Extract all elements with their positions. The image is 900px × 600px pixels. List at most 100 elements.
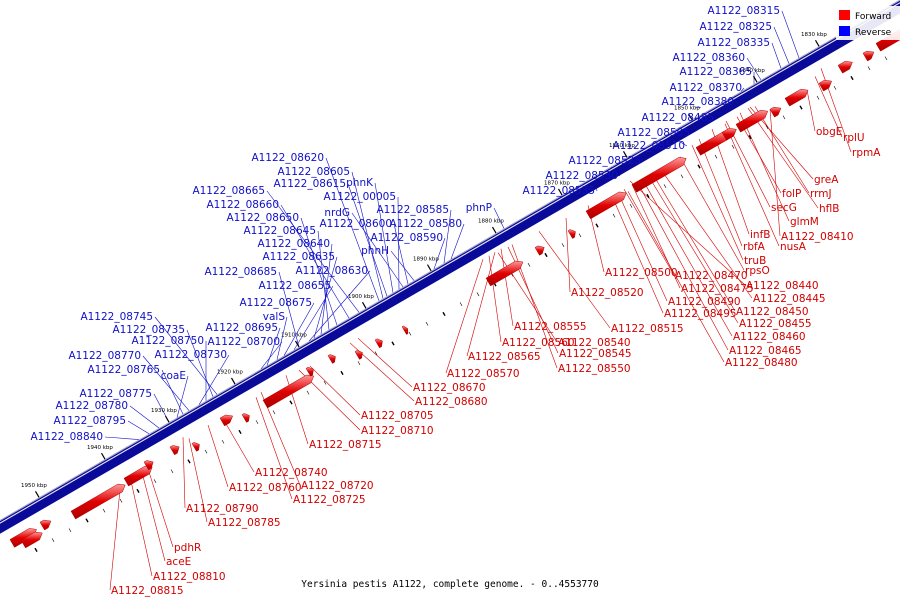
band-stripe — [133, 448, 141, 453]
axis-tick — [491, 226, 497, 234]
reverse-leader-line — [493, 207, 505, 229]
axis-tick-label: 1930 kbp — [151, 408, 177, 414]
band-stripe — [613, 170, 621, 175]
forward-leader-line — [691, 145, 744, 261]
forward-leader-line — [647, 175, 739, 324]
band-stripe — [355, 319, 363, 324]
axis-tick — [557, 188, 563, 196]
band-stripe — [547, 208, 555, 213]
band-stripe — [259, 375, 267, 380]
reverse-gene-label: A1122_08315 — [707, 5, 780, 17]
forward-gene-label: A1122_08760 — [229, 482, 302, 494]
reverse-leader-line — [450, 223, 465, 260]
forward-leader-line — [637, 183, 729, 351]
axis-tick — [814, 39, 820, 47]
forward-gene-label: A1122_08520 — [571, 287, 644, 299]
band-stripe — [703, 118, 711, 123]
reverse-leader-line — [433, 237, 446, 270]
band-stripe — [829, 45, 837, 50]
reverse-gene-label: A1122_08525 — [568, 155, 641, 167]
minor-tick — [408, 331, 412, 336]
band-stripe — [151, 437, 159, 442]
band-stripe — [643, 153, 651, 158]
axis-tick-label: 1860 kbp — [609, 143, 635, 149]
band-stripe — [583, 187, 591, 193]
forward-gene-label: A1122_08470 — [675, 270, 748, 282]
forward-leader-line — [130, 481, 153, 577]
axis-tick — [100, 452, 106, 460]
reverse-leader-line — [374, 182, 394, 293]
reverse-labels: A1122_08315 A1122_08325 A1122_08335 A1122_0… — [30, 5, 780, 443]
band-stripe — [523, 222, 531, 227]
forward-gene-arrow — [401, 325, 409, 335]
forward-gene-label: glmM — [790, 216, 819, 228]
minor-tick — [884, 56, 888, 61]
axis-tick-label: 1920 kbp — [217, 370, 243, 376]
axis-tick — [34, 490, 40, 498]
forward-leader-line — [617, 192, 668, 302]
forward-gene-label: rplU — [843, 132, 865, 144]
band-stripe — [109, 462, 117, 467]
band-stripe — [163, 430, 171, 435]
forward-leader-line — [627, 191, 725, 363]
band-stripe — [697, 122, 705, 127]
band-stripe — [205, 406, 213, 411]
reverse-leader-line — [280, 204, 350, 319]
reverse-gene-label: A1122_08775 — [79, 388, 152, 400]
forward-leader-line — [500, 248, 514, 327]
band-stripe — [337, 330, 345, 335]
reverse-gene-label: A1122_08580 — [389, 218, 462, 230]
band-stripe — [823, 49, 831, 54]
band-stripe — [805, 59, 813, 64]
band-stripe — [403, 292, 411, 297]
minor-tick — [799, 105, 803, 110]
axis-tick-label: 1910 kbp — [281, 333, 307, 339]
forward-leader-line — [814, 76, 843, 138]
forward-gene-label: A1122_08680 — [415, 396, 488, 408]
forward-leader-line — [806, 90, 816, 132]
band-stripe — [331, 333, 339, 338]
axis-tick — [426, 264, 432, 271]
forward-leader-line — [679, 156, 745, 271]
band-stripe — [61, 489, 69, 494]
reverse-leader-line — [266, 190, 360, 313]
band-stripe — [115, 458, 123, 463]
reverse-gene-label: A1122_08660 — [206, 199, 279, 211]
reverse-leader-line — [773, 26, 790, 64]
reverse-gene-label: A1122_08360 — [672, 52, 745, 64]
forward-leader-line — [747, 107, 819, 209]
forward-leader-line — [631, 184, 681, 289]
band-stripe — [499, 236, 507, 241]
band-stripe — [715, 111, 723, 116]
minor-tick — [204, 449, 208, 454]
axis-tick-label: 1950 kbp — [21, 483, 47, 489]
band-stripe — [37, 503, 45, 508]
forward-gene-arrow — [567, 229, 576, 239]
reverse-leader-line — [300, 217, 338, 326]
forward-gene-arrow — [143, 460, 154, 471]
band-stripe — [721, 108, 729, 113]
band-stripe — [121, 455, 129, 460]
axis-tick — [294, 340, 300, 348]
band-stripe — [223, 396, 231, 401]
band-stripe — [817, 52, 825, 57]
minor-tick — [578, 233, 582, 238]
reverse-gene-label: A1122_08620 — [251, 152, 324, 164]
minor-tick — [697, 164, 701, 169]
forward-gene-label: A1122_08560 — [502, 337, 575, 349]
reverse-gene-label: A1122_08370 — [669, 82, 742, 94]
band-stripe — [343, 326, 351, 331]
axis-ticks: 1830 kbp 1840 kbp 1850 kbp 1860 kbp 1870 kbp… — [21, 32, 888, 552]
band-stripe — [73, 482, 81, 487]
band-stripe — [7, 521, 15, 526]
band-stripe — [415, 285, 423, 290]
forward-leader-line — [309, 365, 361, 416]
minor-tick — [323, 380, 327, 385]
reverse-band — [0, 0, 900, 534]
band-stripe — [361, 316, 369, 321]
axis-tick-label: 1870 kbp — [544, 181, 570, 187]
band-stripe — [409, 288, 417, 293]
band-stripe — [691, 125, 699, 130]
reverse-leader-line — [127, 420, 150, 435]
forward-gene-arrow — [818, 79, 833, 92]
